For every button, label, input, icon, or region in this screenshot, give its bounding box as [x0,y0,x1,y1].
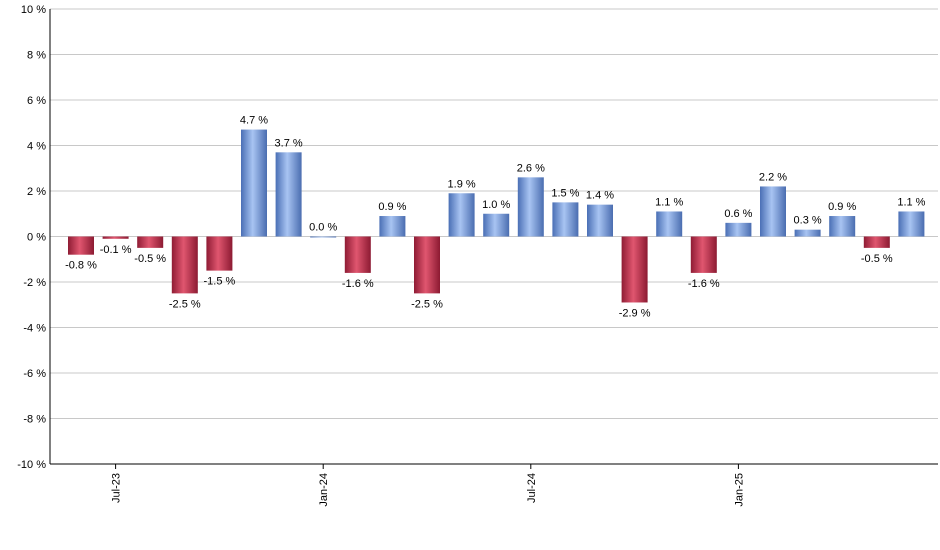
bar [517,177,544,237]
data-label: 1.1 % [897,196,925,208]
bar [690,236,717,273]
x-tick-label: Jan-25 [733,473,745,507]
data-label: 1.5 % [551,187,579,199]
data-label: 0.9 % [828,201,856,213]
data-label: 4.7 % [240,115,268,127]
x-tick-label: Jan-24 [318,473,330,507]
bar [863,236,890,248]
bar [725,222,752,237]
bar [483,213,510,237]
y-tick-label: -8 % [23,414,46,426]
bar [414,236,440,294]
y-tick-label: 4 % [27,141,46,153]
y-tick-label: -4 % [23,323,46,335]
x-tick-label: Jul-23 [111,473,123,503]
data-label: -2.5 % [411,298,443,310]
data-label: -2.5 % [169,298,201,310]
bar [310,236,337,238]
data-label: -0.8 % [65,260,97,272]
bar [587,204,613,237]
data-labels: -0.8 %-0.1 %-0.5 %-2.5 %-1.5 %4.7 %3.7 %… [65,115,926,320]
y-tick-label: 8 % [27,50,46,62]
data-label: 0.3 % [794,215,822,227]
bar [621,236,648,303]
bar [379,216,406,237]
bar [829,216,856,237]
data-label: 1.4 % [586,190,614,202]
bar [448,193,475,237]
bar [206,236,233,271]
data-label: -1.6 % [342,278,374,290]
bar [656,211,683,237]
bar [898,211,925,237]
data-label: -0.5 % [861,253,893,265]
bar [102,236,129,239]
y-tick-label: 0 % [27,232,46,244]
bar [552,202,579,237]
data-label: 0.6 % [724,208,752,220]
data-label: -1.5 % [204,276,236,288]
y-tick-label: 2 % [27,186,46,198]
data-label: -0.5 % [134,253,166,265]
bars [68,129,925,303]
data-label: -0.1 % [100,244,132,256]
y-tick-label: 6 % [27,95,46,107]
bar [344,236,371,273]
y-tick-label: 10 % [21,4,46,16]
data-label: 1.0 % [482,199,510,211]
data-label: 1.1 % [655,196,683,208]
data-label: -2.9 % [619,307,651,319]
bar [275,152,302,237]
data-label: -1.6 % [688,278,720,290]
data-label: 0.0 % [309,222,337,234]
bar [241,129,267,237]
bar [68,236,94,255]
bar [794,229,821,237]
bar [171,236,198,294]
bar [760,186,786,237]
data-label: 2.2 % [759,171,787,183]
axes: 10 % 8 % 6 % 4 % 2 % 0 % -2 % -4 % -6 % -8 % -10 %… [17,4,938,507]
y-tick-label: -2 % [23,277,46,289]
y-tick-label: -6 % [23,368,46,380]
x-tick-label: Jul-24 [526,473,538,503]
data-label: 3.7 % [275,137,303,149]
y-tick-label: -10 % [17,459,46,471]
data-label: 1.9 % [448,178,476,190]
data-label: 2.6 % [517,162,545,174]
data-label: 0.9 % [378,201,406,213]
bar [137,236,164,248]
